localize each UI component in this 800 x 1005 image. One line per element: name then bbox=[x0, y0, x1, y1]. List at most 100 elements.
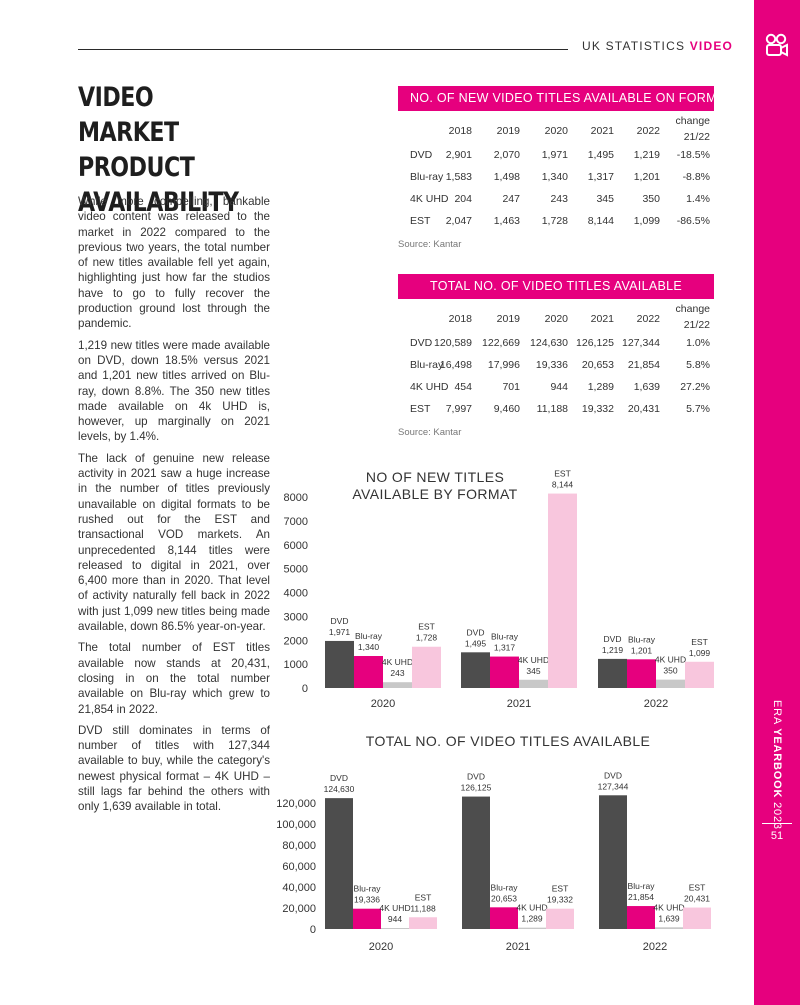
new-titles-cell: 8,144 bbox=[587, 215, 614, 227]
new-titles-cell: 243 bbox=[550, 193, 568, 205]
total-titles-chart-bar bbox=[490, 907, 518, 929]
total-titles-change-cell: 5.8% bbox=[686, 359, 710, 371]
header-rule bbox=[78, 49, 568, 50]
total-titles-chart-bar bbox=[409, 917, 437, 929]
total-titles-row: 4K UHD 454 701 944 1,289 1,639 27.2% bbox=[398, 377, 714, 399]
total-titles-row: DVD 120,589 122,669 124,630 126,125 127,344 1.… bbox=[398, 333, 714, 355]
total-titles-chart-value-label: 20,431 bbox=[684, 894, 710, 904]
new-titles-chart-tick-label: 5000 bbox=[284, 564, 308, 576]
new-titles-cell: 350 bbox=[642, 193, 660, 205]
total-titles-chart-series-label: 4K UHD bbox=[653, 902, 684, 912]
total-titles-chart-tick-label: 80,000 bbox=[282, 840, 316, 852]
total-titles-change-cell: 1.0% bbox=[686, 337, 710, 349]
total-titles-chart-tick-label: 0 bbox=[310, 924, 316, 936]
new-titles-chart-bar bbox=[519, 679, 548, 688]
total-titles-chart-series-label: 4K UHD bbox=[379, 903, 410, 913]
total-titles-chart-value-label: 127,344 bbox=[598, 781, 629, 791]
new-titles-chart-tick-label: 2000 bbox=[284, 635, 308, 647]
total-titles-chart-series-label: Blu-ray bbox=[354, 884, 382, 894]
new-titles-cell: 2,901 bbox=[445, 149, 472, 161]
new-titles-chart-bar bbox=[598, 658, 627, 688]
total-titles-row: Blu-ray 16,498 17,996 19,336 20,653 21,854 5.8… bbox=[398, 355, 714, 377]
new-titles-header-row: 2018 2019 2020 2021 2022 change 21/22 bbox=[398, 111, 714, 145]
total-titles-chart-bar bbox=[353, 908, 381, 929]
new-titles-chart-value-label: 1,099 bbox=[689, 648, 711, 658]
yearbook-year: 2023 bbox=[771, 802, 783, 830]
total-titles-cell: 20,653 bbox=[581, 359, 614, 371]
total-titles-chart-bar bbox=[381, 928, 409, 929]
total-titles-row-label: 4K UHD bbox=[410, 381, 449, 393]
total-titles-table: TOTAL NO. OF VIDEO TITLES AVAILABLE 2018… bbox=[398, 274, 714, 438]
total-titles-cell: 1,289 bbox=[587, 381, 614, 393]
total-titles-change-cell: 27.2% bbox=[680, 381, 710, 393]
total-titles-cell: 9,460 bbox=[493, 403, 520, 415]
new-titles-col-header: 2020 bbox=[544, 125, 568, 137]
new-titles-chart-value-label: 243 bbox=[390, 668, 404, 678]
new-titles-change-cell: -8.8% bbox=[682, 171, 710, 183]
total-titles-chart-bar bbox=[627, 906, 655, 929]
total-titles-chart-series-label: EST bbox=[415, 892, 432, 902]
new-titles-cell: 1,971 bbox=[541, 149, 568, 161]
page-number: 51 bbox=[770, 830, 784, 842]
total-titles-chart-tick-label: 40,000 bbox=[282, 882, 316, 894]
total-titles-change-header: 21/22 bbox=[683, 319, 710, 331]
new-titles-row-label: 4K UHD bbox=[410, 193, 449, 205]
total-titles-chart-series-label: DVD bbox=[604, 770, 622, 780]
total-titles-header-row: 2018 2019 2020 2021 2022 change 21/22 bbox=[398, 299, 714, 333]
new-titles-row: EST 2,047 1,463 1,728 8,144 1,099 -86.5% bbox=[398, 211, 714, 233]
total-titles-chart-tick-label: 100,000 bbox=[276, 819, 316, 831]
new-titles-chart-series-label: 4K UHD bbox=[382, 657, 413, 667]
total-titles-cell: 124,630 bbox=[530, 337, 568, 349]
new-titles-row: DVD 2,901 2,070 1,971 1,495 1,219 -18.5% bbox=[398, 145, 714, 167]
new-titles-chart-bar bbox=[412, 646, 441, 688]
paragraph: The total number of EST titles available… bbox=[78, 641, 270, 716]
new-titles-chart-bar bbox=[656, 679, 685, 688]
total-titles-chart-series-label: EST bbox=[689, 883, 706, 893]
yearbook-bold: YEARBOOK bbox=[771, 728, 783, 799]
total-titles-col-header: 2019 bbox=[496, 313, 520, 325]
new-titles-chart-series-label: Blu-ray bbox=[628, 634, 656, 644]
new-titles-chart-tick-label: 7000 bbox=[284, 516, 308, 528]
total-titles-chart-value-label: 20,653 bbox=[491, 893, 517, 903]
new-titles-change-cell: -18.5% bbox=[676, 149, 710, 161]
total-titles-chart-series-label: Blu-ray bbox=[491, 882, 519, 892]
new-titles-row-label: Blu-ray bbox=[410, 171, 444, 183]
new-titles-cell: 1,728 bbox=[541, 215, 568, 227]
total-titles-chart-series-label: DVD bbox=[467, 772, 485, 782]
total-titles-cell: 127,344 bbox=[622, 337, 660, 349]
total-titles-cell: 20,431 bbox=[627, 403, 660, 415]
new-titles-chart-title: AVAILABLE BY FORMAT bbox=[352, 486, 517, 502]
total-titles-cell: 17,996 bbox=[487, 359, 520, 371]
total-titles-table-body: 2018 2019 2020 2021 2022 change 21/22 DVD 120,58… bbox=[398, 299, 714, 421]
new-titles-change-cell: -86.5% bbox=[676, 215, 710, 227]
total-titles-chart-value-label: 944 bbox=[388, 914, 402, 924]
total-titles-cell: 19,332 bbox=[581, 403, 614, 415]
total-titles-chart-series-label: EST bbox=[552, 884, 569, 894]
new-titles-chart-series-label: 4K UHD bbox=[518, 655, 549, 665]
total-titles-cell: 7,997 bbox=[445, 403, 472, 415]
side-band bbox=[754, 0, 800, 1005]
article-body: While more compelling, bankable video co… bbox=[78, 194, 270, 821]
new-titles-chart-bar bbox=[685, 661, 714, 688]
new-titles-chart-value-label: 1,340 bbox=[358, 642, 380, 652]
paragraph: DVD still dominates in terms of number o… bbox=[78, 723, 270, 814]
new-titles-chart-value-label: 1,971 bbox=[329, 627, 351, 637]
total-titles-cell: 19,336 bbox=[535, 359, 568, 371]
total-titles-chart-value-label: 1,639 bbox=[658, 913, 680, 923]
total-titles-table-title: TOTAL NO. OF VIDEO TITLES AVAILABLE bbox=[398, 274, 714, 299]
total-titles-chart-bar bbox=[655, 927, 683, 929]
video-camera-icon bbox=[765, 33, 788, 57]
new-titles-chart-title: NO OF NEW TITLES bbox=[366, 469, 504, 485]
new-titles-chart-bar bbox=[548, 493, 577, 688]
page-title: VIDEO MARKET PRODUCT AVAILABILITY bbox=[78, 82, 239, 218]
new-titles-chart-category-label: 2021 bbox=[507, 698, 531, 710]
new-titles-chart-series-label: Blu-ray bbox=[355, 631, 383, 641]
new-titles-col-header: 2022 bbox=[636, 125, 660, 137]
new-titles-cell: 1,340 bbox=[541, 171, 568, 183]
new-titles-cell: 247 bbox=[502, 193, 520, 205]
total-titles-row-label: DVD bbox=[410, 337, 433, 349]
section-header-accent: VIDEO bbox=[689, 39, 734, 53]
new-titles-chart-series-label: EST bbox=[554, 469, 571, 479]
new-titles-cell: 1,583 bbox=[445, 171, 472, 183]
new-titles-chart-series-label: Blu-ray bbox=[491, 632, 519, 642]
